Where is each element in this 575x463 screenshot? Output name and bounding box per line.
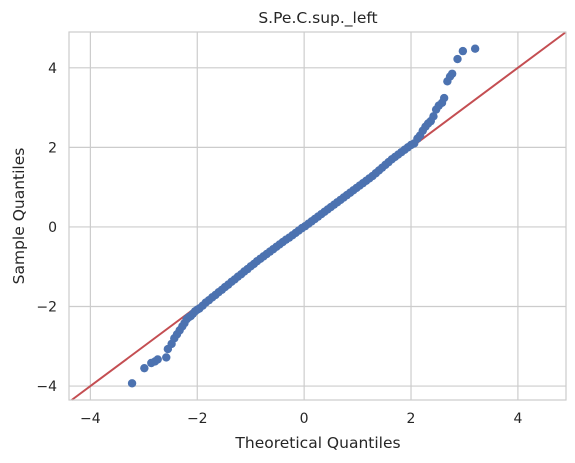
y-tick-label: −4 [36, 379, 57, 395]
data-point [470, 44, 480, 53]
data-point [140, 363, 149, 373]
y-tick-label: 0 [48, 220, 57, 236]
chart-title: S.Pe.C.sup._left [258, 9, 377, 28]
data-point [458, 46, 468, 56]
y-tick-labels: −4 −2 0 2 4 [36, 61, 57, 395]
y-tick-label: 2 [48, 140, 57, 156]
x-tick-labels: −4 −2 0 2 4 [80, 411, 522, 427]
data-point [453, 54, 462, 64]
x-axis-label: Theoretical Quantiles [234, 434, 400, 452]
y-tick-label: −2 [36, 300, 57, 316]
data-point [429, 112, 438, 121]
points [127, 44, 480, 388]
plot-area [68, 31, 567, 401]
data-point [153, 355, 162, 364]
y-tick-label: 4 [48, 61, 57, 77]
data-point [447, 69, 457, 78]
x-tick-label: 0 [300, 411, 309, 427]
x-tick-label: 4 [513, 411, 522, 427]
x-tick-label: −2 [187, 411, 208, 427]
data-point [127, 379, 137, 388]
data-point [439, 93, 449, 103]
plot-frame [68, 31, 567, 401]
data-point [162, 353, 171, 362]
grid [69, 32, 566, 400]
x-tick-label: 2 [407, 411, 416, 427]
y-axis-label: Sample Quantiles [10, 148, 28, 285]
x-tick-label: −4 [80, 411, 101, 427]
